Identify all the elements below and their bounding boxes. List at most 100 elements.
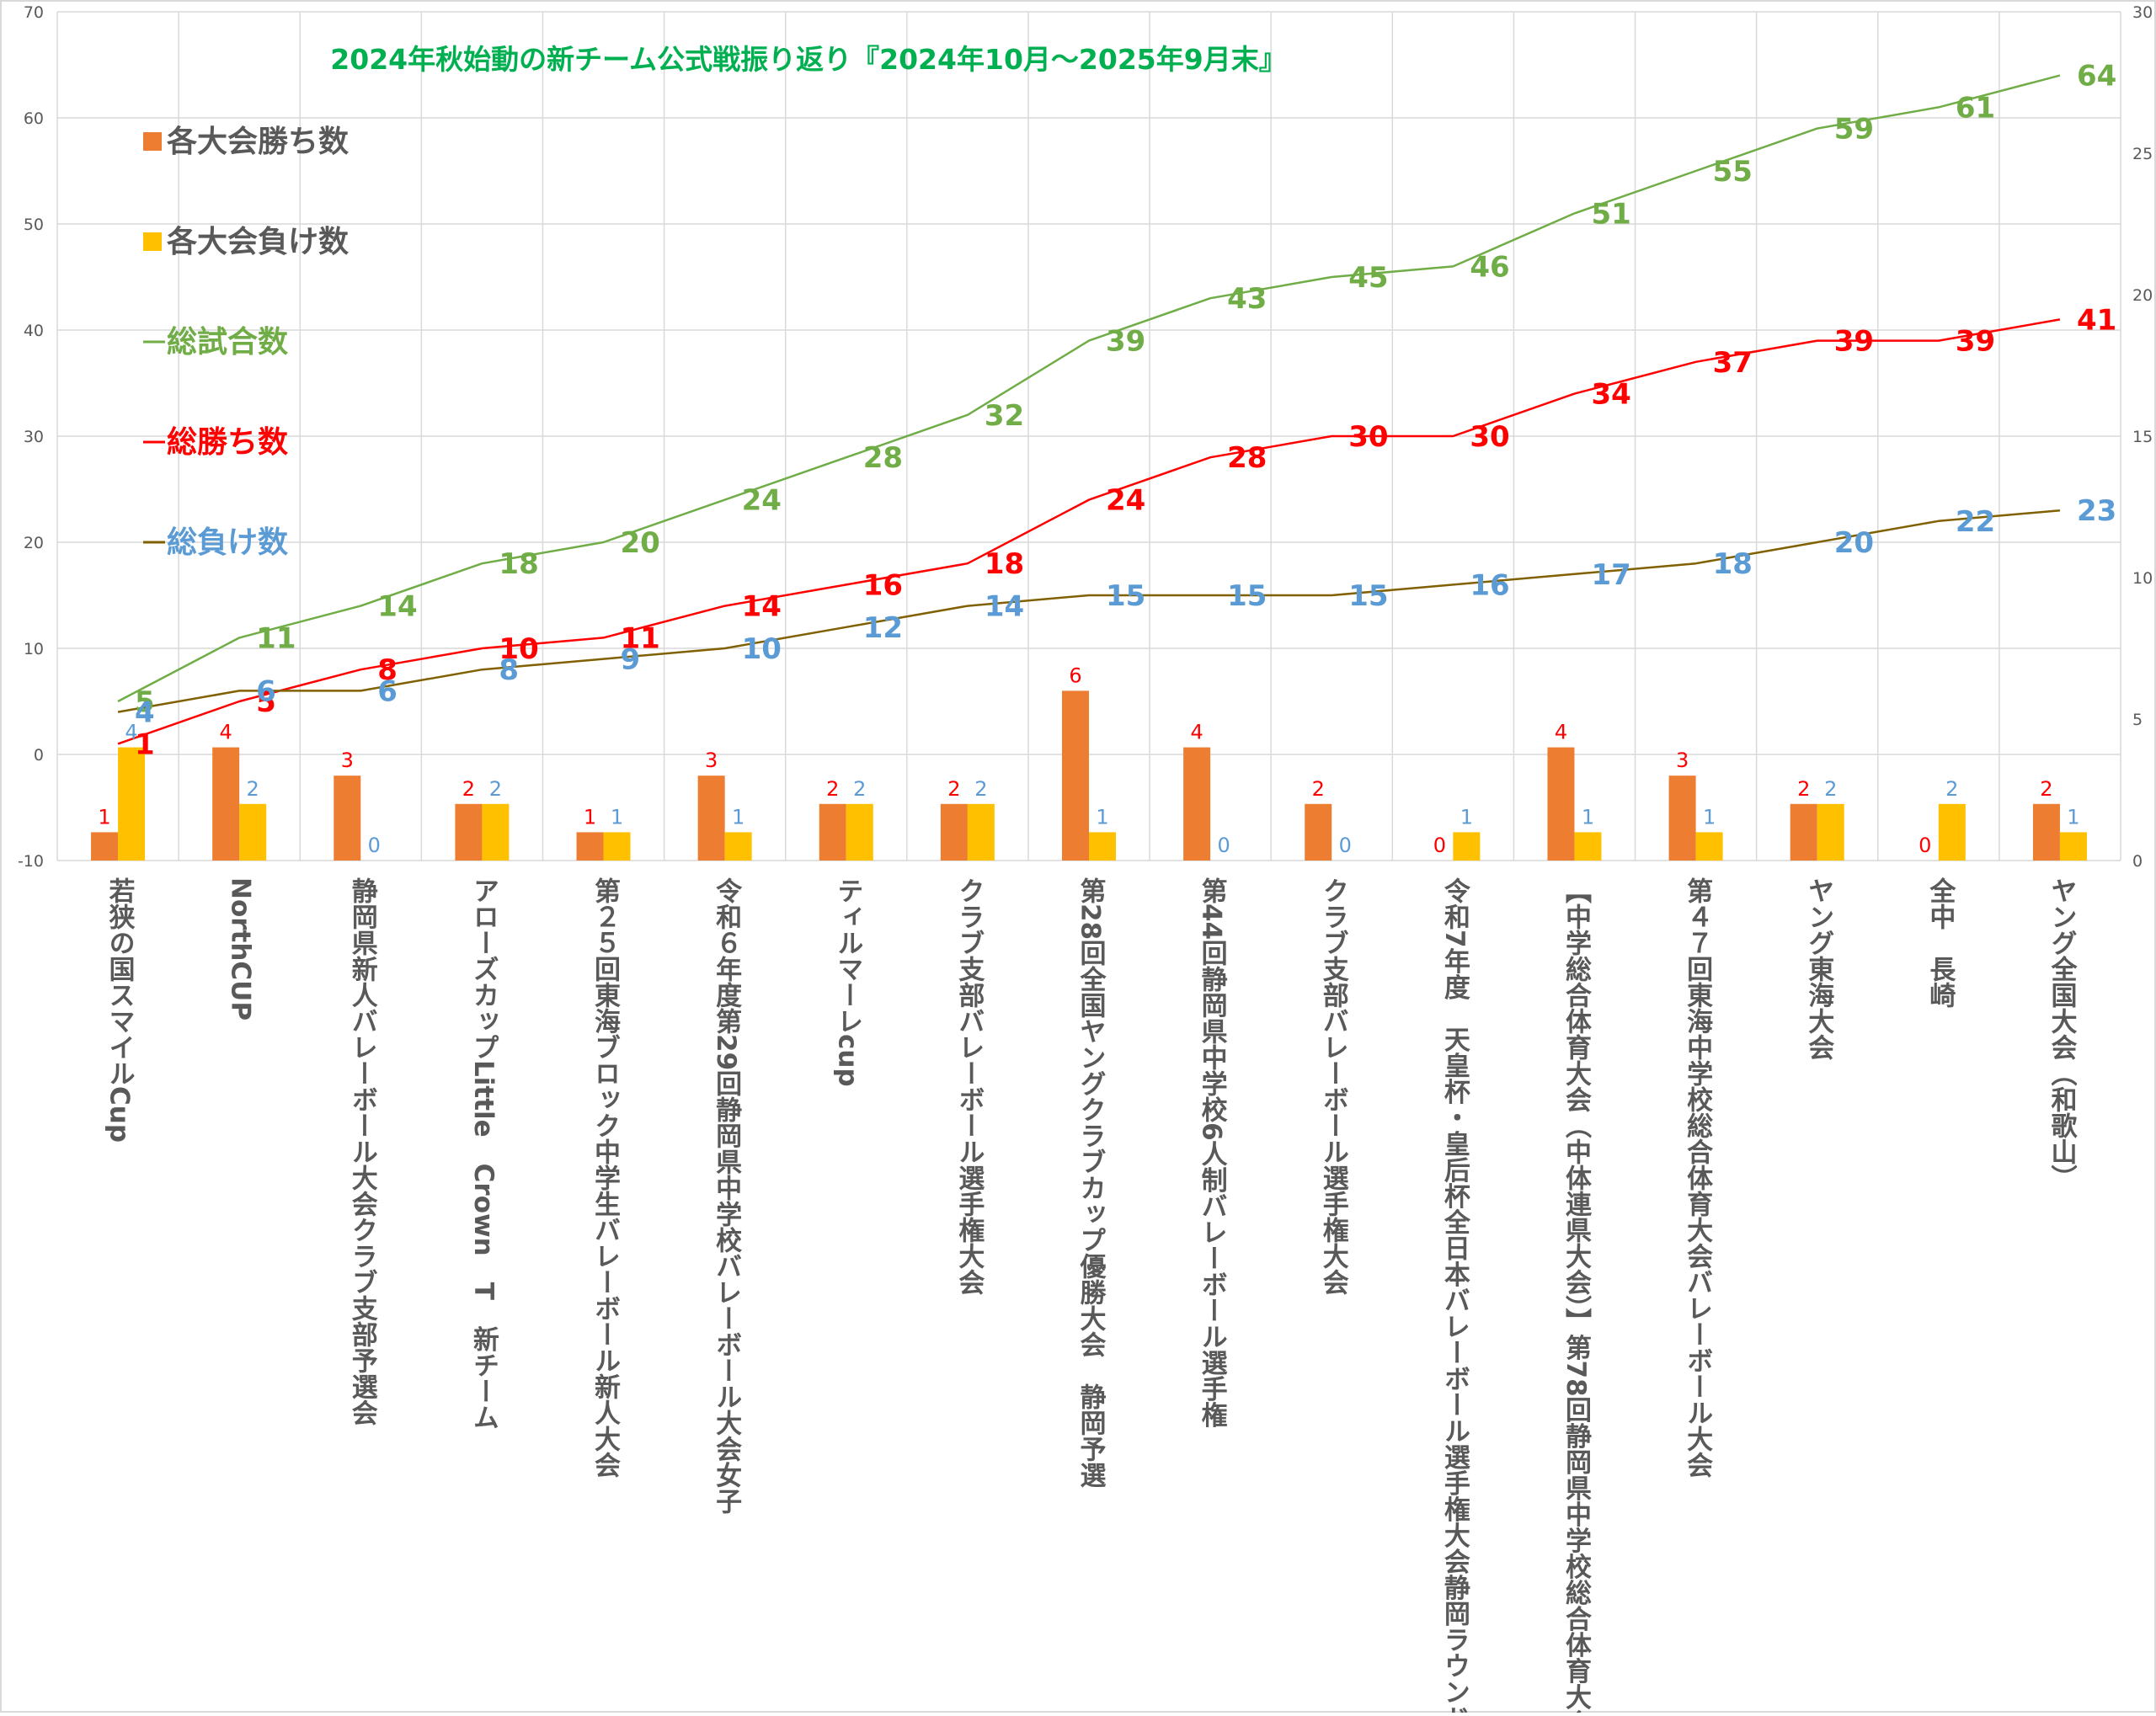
bar-data-label: 4 — [1190, 721, 1203, 744]
bar-data-label: 1 — [732, 805, 744, 829]
bar-losses — [1453, 832, 1481, 861]
bar-wins — [1305, 803, 1332, 861]
y-left-tick-label: 60 — [24, 109, 44, 128]
line-data-label: 30 — [1470, 420, 1509, 454]
bar-data-label: 1 — [98, 805, 110, 829]
bar-data-label: 2 — [462, 777, 475, 801]
bar-data-label: 1 — [584, 805, 596, 829]
y-left-tick-label: 20 — [24, 534, 44, 552]
line-data-label: 15 — [1348, 579, 1388, 613]
bar-data-label: 1 — [611, 805, 623, 829]
category-label: 全中 長崎 — [1924, 877, 1956, 1008]
line-data-label: 59 — [1834, 113, 1874, 147]
bar-losses — [118, 747, 146, 861]
category-label: クラブ支部バレーボール選手権大会 — [953, 877, 985, 1295]
category-label: 第４７回東海中学校総合体育大会バレーボール大会 — [1682, 877, 1713, 1478]
y-right-tick-label: 5 — [2132, 711, 2143, 729]
line-data-label: 5 — [256, 685, 276, 719]
line-data-label: 24 — [1106, 484, 1145, 518]
bar-losses — [1089, 832, 1116, 861]
line-data-label: 22 — [1956, 505, 1995, 539]
bar-wins — [455, 803, 483, 861]
bar-losses — [239, 803, 267, 861]
y-right-tick-label: 0 — [2132, 852, 2143, 871]
category-label: 静岡県新人バレーボール大会クラブ支部予選会 — [347, 877, 378, 1426]
y-left-tick-label: 30 — [24, 428, 44, 446]
bar-wins — [1062, 690, 1089, 861]
bar-data-label: 1 — [2067, 805, 2079, 829]
category-label: アローズカップLittle Crown T 新チーム — [468, 877, 499, 1431]
category-label: ティルマーレcup — [832, 877, 862, 1087]
bar-wins — [1547, 747, 1575, 861]
y-right-tick-label: 20 — [2132, 286, 2153, 305]
line-data-label: 11 — [621, 621, 660, 655]
category-label: 第２５回東海ブロック中学生バレーボール新人大会 — [590, 877, 621, 1478]
y-left-tick-label: 10 — [24, 640, 44, 658]
bar-series — [91, 690, 2087, 861]
line-data-label: 15 — [1106, 579, 1145, 613]
legend-label: 総勝ち数 — [167, 425, 288, 460]
line-data-label: 28 — [1227, 441, 1267, 475]
line-data-label: 8 — [499, 653, 519, 687]
bar-wins — [91, 832, 119, 861]
y-right-tick-label: 25 — [2132, 145, 2153, 163]
line-data-label: 16 — [863, 568, 903, 602]
line-data-label: 18 — [499, 547, 538, 581]
bar-wins — [212, 747, 240, 861]
y-left-tick-label: 0 — [34, 746, 44, 765]
line-data-label: 28 — [863, 441, 903, 475]
line-data-label: 6 — [377, 674, 398, 708]
bar-data-label: 4 — [1555, 721, 1567, 744]
bar-data-label: 6 — [1069, 663, 1081, 687]
chart-title: 2024年秋始動の新チーム公式戦振り返り『2024年10月～2025年9月末』 — [330, 43, 1286, 76]
line-data-label: 34 — [1591, 378, 1630, 412]
category-label: 第44回静岡県中学校6人制バレーボール選手権 — [1197, 877, 1228, 1428]
bar-data-label: 4 — [125, 721, 137, 744]
line-data-label: 37 — [1713, 346, 1753, 380]
bar-data-label: 2 — [947, 777, 960, 801]
legend-marker — [143, 132, 162, 151]
bar-data-label: 3 — [341, 749, 354, 772]
bar-data-label: 2 — [2040, 777, 2052, 801]
y-left-tick-label: 50 — [24, 216, 44, 234]
bar-losses — [482, 803, 510, 861]
line-data-label: 4 — [135, 696, 155, 730]
bar-data-label: 1 — [1096, 805, 1108, 829]
line-data-label: 16 — [1470, 568, 1509, 602]
line-total-games — [117, 74, 2061, 703]
y-right-tick-label: 30 — [2132, 3, 2153, 22]
line-data-label: 64 — [2077, 60, 2116, 93]
bar-losses — [967, 803, 995, 861]
bar-wins — [1668, 775, 1696, 861]
bar-data-label: 2 — [1312, 777, 1325, 801]
bar-data-label: 2 — [853, 777, 866, 801]
legend-label: 総負け数 — [167, 525, 288, 560]
y-left-tick-label: 40 — [24, 322, 44, 340]
y-left-tick-label: -10 — [18, 852, 44, 871]
bar-data-label: 1 — [1460, 805, 1473, 829]
category-label: 【中学総合体育大会（中体連県大会）】第78回静岡県中学校総合体育大会 — [1561, 877, 1592, 1713]
bar-losses — [2059, 832, 2087, 861]
line-data-label: 8 — [377, 653, 398, 687]
line-data-label: 5 — [135, 685, 155, 719]
line-data-label: 15 — [1227, 579, 1267, 613]
bar-data-label: 4 — [220, 721, 232, 744]
legend-label: 各大会勝ち数 — [167, 125, 349, 159]
line-data-label: 18 — [985, 547, 1024, 581]
bar-losses — [846, 803, 873, 861]
bar-data-label: 2 — [1824, 777, 1837, 801]
category-labels: 若狭の国スマイルCup NorthCUP 静岡県新人バレーボール大会クラブ支部予選会… — [104, 877, 2078, 1716]
bar-data-label: 0 — [1433, 834, 1446, 857]
bar-data-label: 0 — [368, 834, 381, 857]
bar-losses — [1938, 803, 1966, 861]
bar-data-label: 2 — [1945, 777, 1958, 801]
line-data-label: 39 — [1106, 325, 1145, 359]
bar-data-label: 0 — [1339, 834, 1352, 857]
line-data-label: 55 — [1713, 155, 1753, 189]
line-data-label: 23 — [2077, 494, 2116, 528]
bar-data-label: 0 — [1919, 834, 1931, 857]
bar-data-label: 2 — [974, 777, 987, 801]
